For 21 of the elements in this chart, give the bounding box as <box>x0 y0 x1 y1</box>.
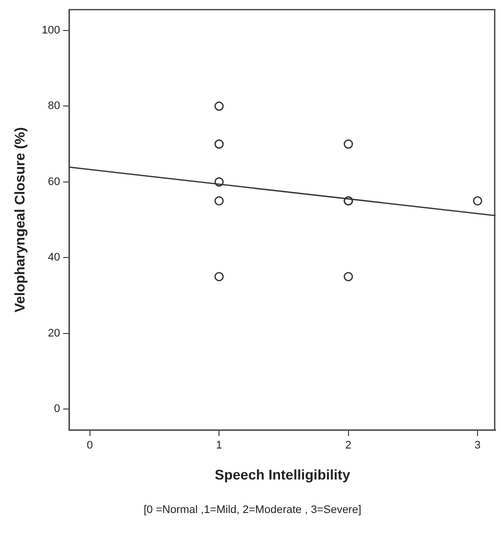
point <box>214 139 224 149</box>
text: [0 =Normal ,1=Mild, 2=Moderate , 3=Severe] <box>144 504 362 516</box>
y-axis-title: Velopharyngeal Closure (%) <box>11 127 28 312</box>
point <box>214 177 224 187</box>
point <box>214 272 224 282</box>
x-tick-label: 0 <box>86 440 93 452</box>
x-tick-label: 3 <box>474 440 481 452</box>
x-tick-label: 1 <box>216 440 222 452</box>
point <box>214 102 224 111</box>
y-tick-label: 0 <box>54 403 60 416</box>
point <box>472 196 482 206</box>
y-tick-label: 40 <box>48 252 60 264</box>
point <box>344 139 353 149</box>
y-tick-label: 80 <box>48 100 60 112</box>
y-tick-label: 20 <box>48 327 60 340</box>
point <box>214 196 224 206</box>
x-axis-title: Speech Intelligibility <box>214 466 350 482</box>
x-tick-label: 2 <box>345 440 352 452</box>
y-tick-label: 100 <box>42 24 60 36</box>
y-tick-label: 60 <box>48 176 60 188</box>
point <box>344 272 353 282</box>
